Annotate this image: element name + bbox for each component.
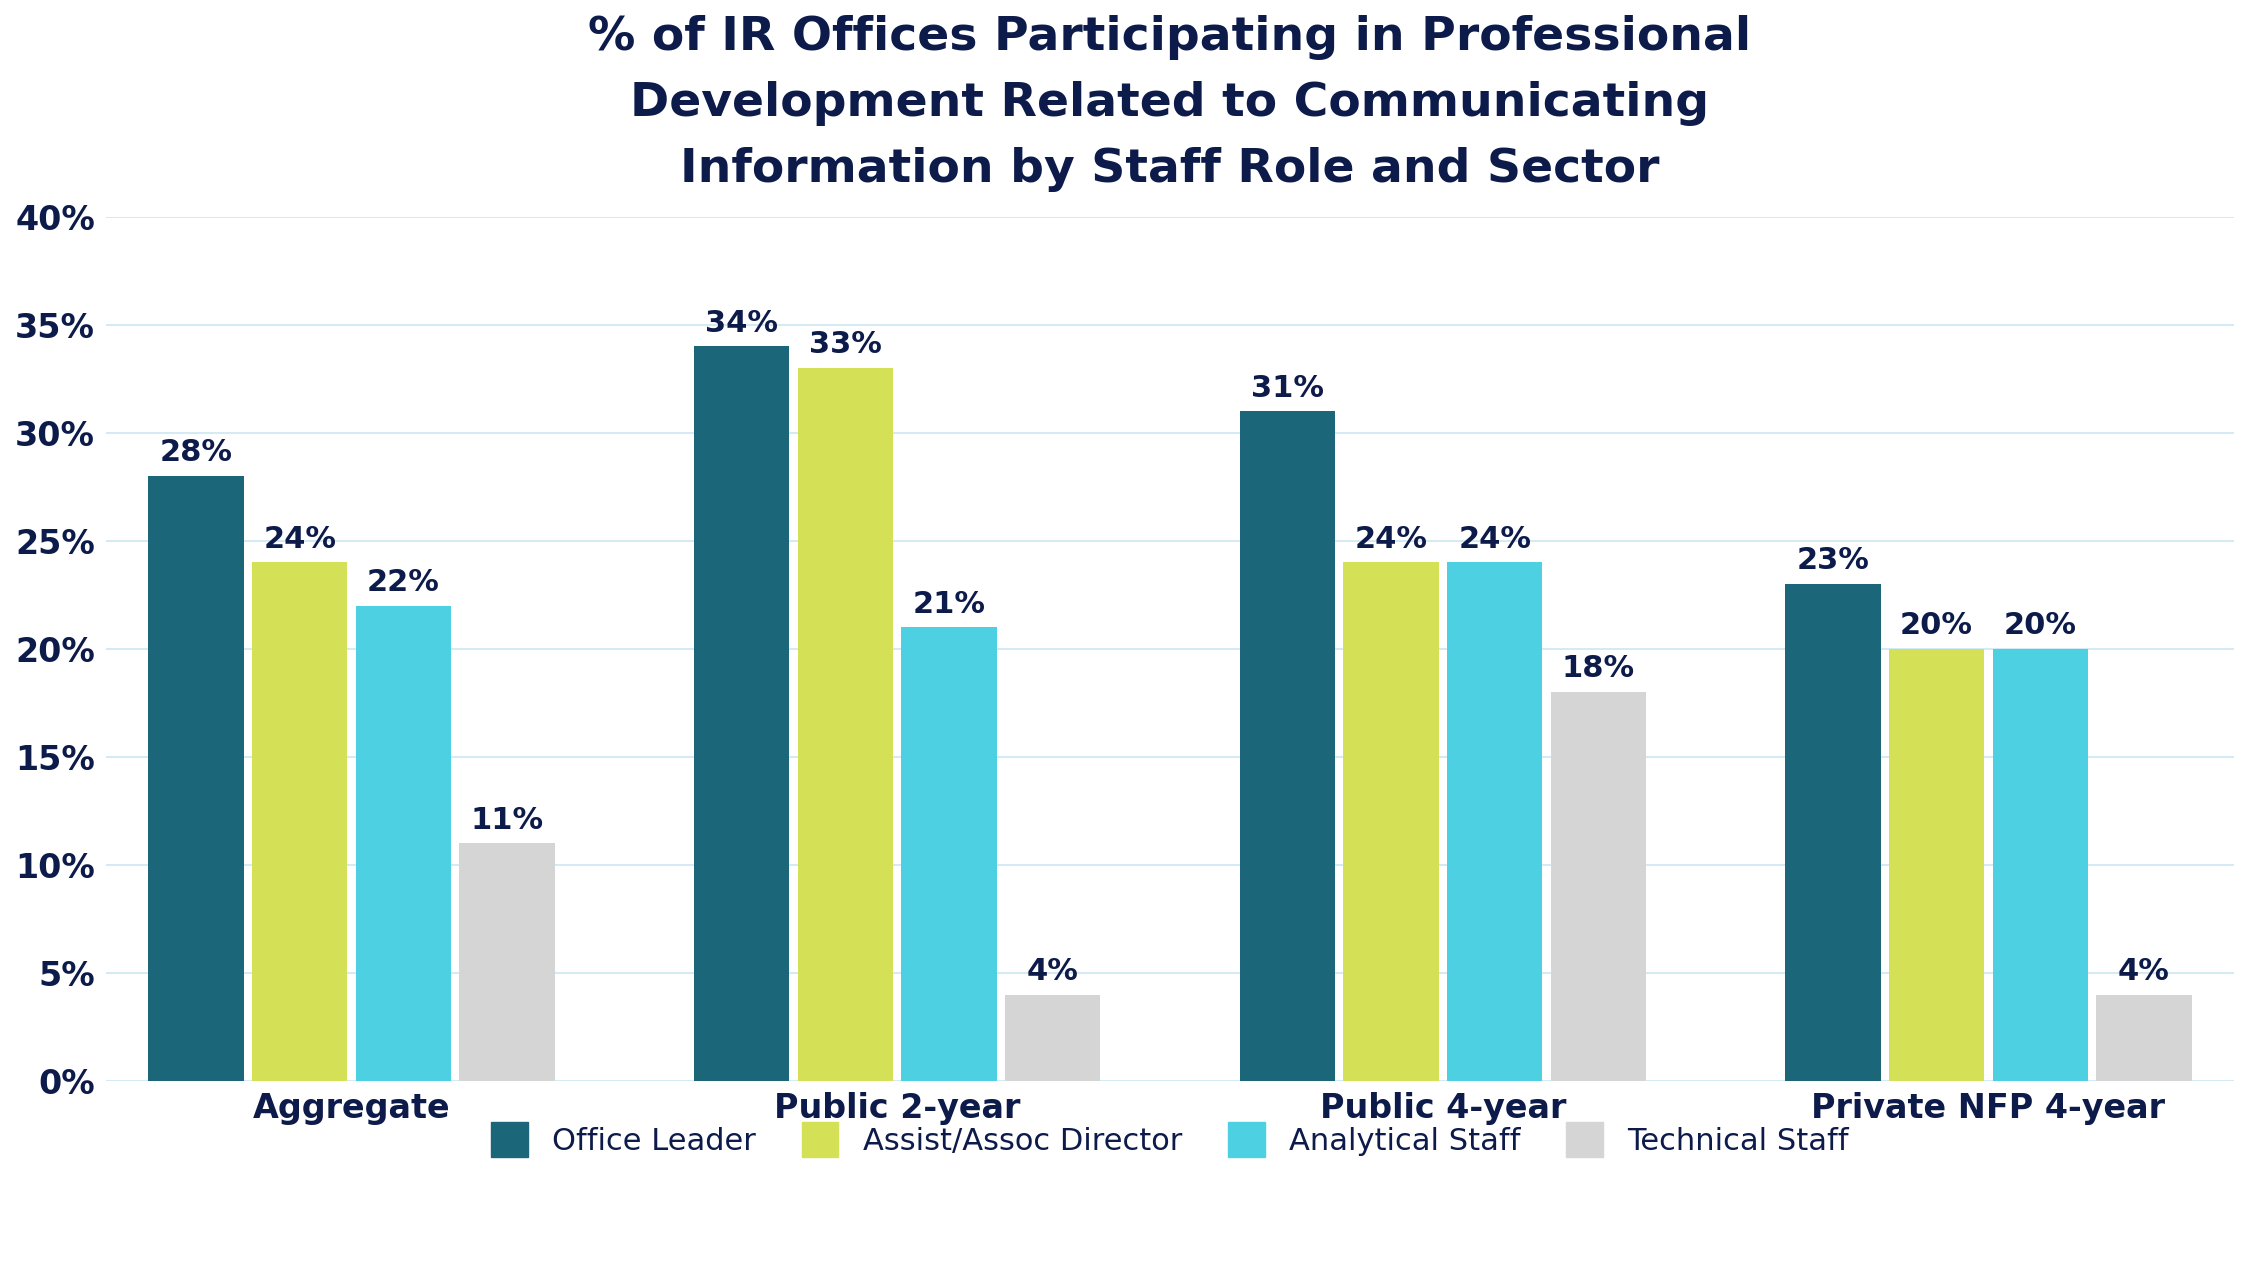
Text: 24%: 24% (1457, 525, 1532, 553)
Text: 21%: 21% (913, 589, 985, 618)
Legend: Office Leader, Assist/Assoc Director, Analytical Staff, Technical Staff: Office Leader, Assist/Assoc Director, An… (479, 1109, 1862, 1169)
Bar (1786, 584, 1880, 1081)
Text: 20%: 20% (2004, 611, 2076, 640)
Bar (459, 843, 556, 1081)
Bar (252, 562, 346, 1081)
Bar (1446, 562, 1543, 1081)
Bar (1550, 692, 1646, 1081)
Text: 33%: 33% (810, 330, 882, 360)
Bar (148, 476, 243, 1081)
Bar (902, 627, 996, 1081)
Text: 28%: 28% (160, 439, 232, 468)
Bar (1889, 649, 1984, 1081)
Text: 11%: 11% (470, 806, 544, 835)
Text: 4%: 4% (1028, 958, 1080, 986)
Bar (1005, 994, 1100, 1081)
Text: 24%: 24% (1354, 525, 1428, 553)
Text: 20%: 20% (1900, 611, 1972, 640)
Bar (2096, 994, 2193, 1081)
Text: 4%: 4% (2119, 958, 2170, 986)
Text: 31%: 31% (1250, 374, 1325, 403)
Text: 18%: 18% (1561, 654, 1635, 683)
Text: 34%: 34% (706, 309, 778, 338)
Bar (355, 606, 452, 1081)
Bar (1239, 411, 1336, 1081)
Title: % of IR Offices Participating in Professional
Development Related to Communicati: % of IR Offices Participating in Profess… (589, 15, 1752, 193)
Text: 22%: 22% (367, 567, 441, 597)
Bar (695, 347, 789, 1081)
Text: 24%: 24% (263, 525, 335, 553)
Bar (1343, 562, 1439, 1081)
Bar (1993, 649, 2087, 1081)
Text: 23%: 23% (1797, 547, 1869, 575)
Bar (798, 368, 893, 1081)
